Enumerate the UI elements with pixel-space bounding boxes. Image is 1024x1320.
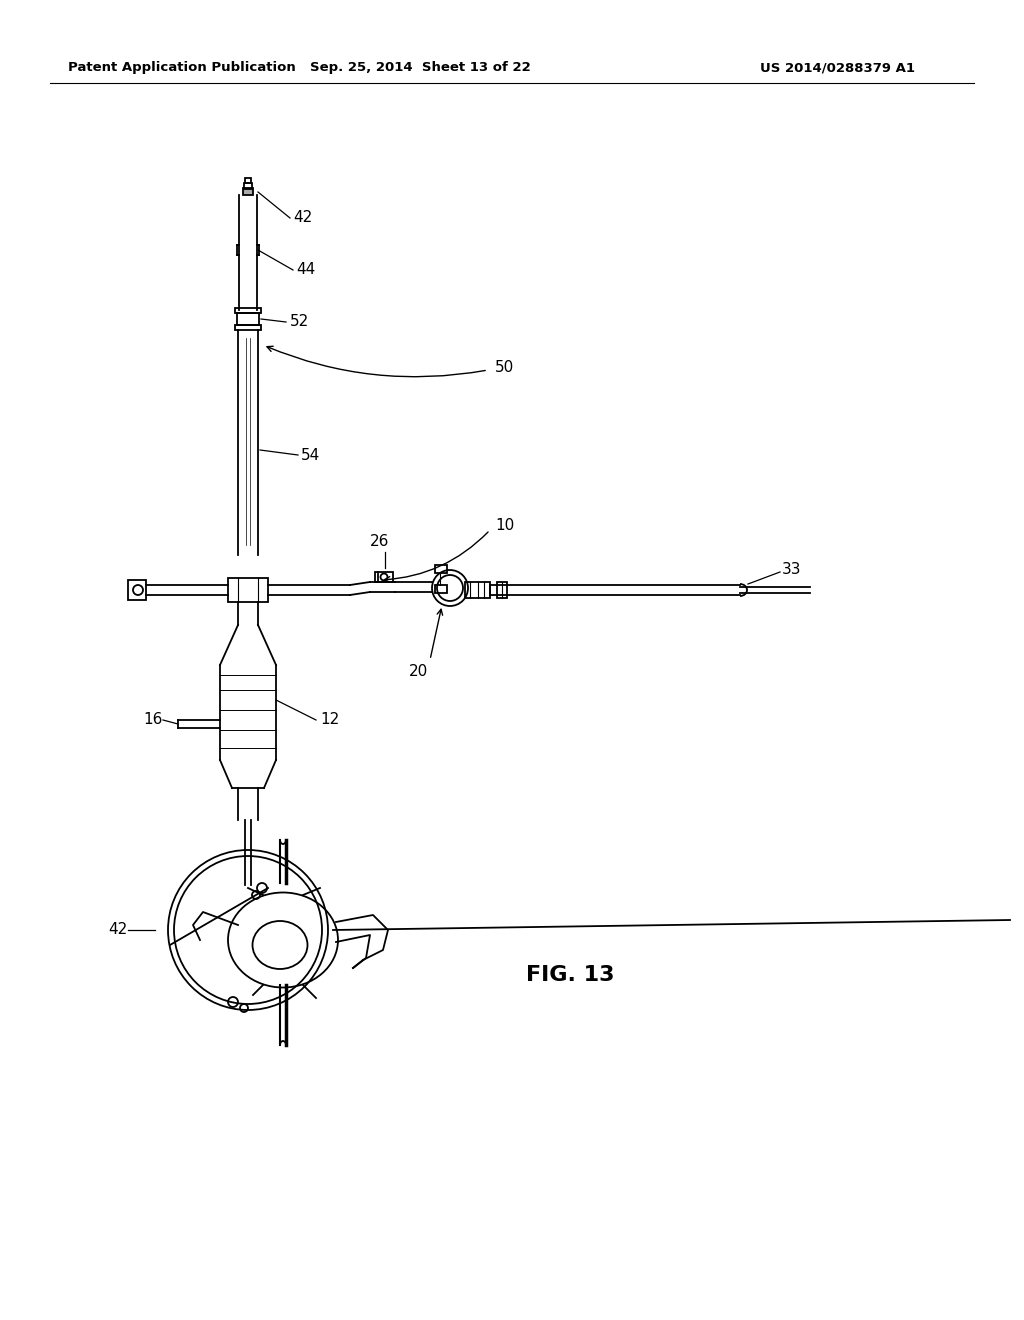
- Bar: [375, 572, 393, 582]
- Text: 54: 54: [301, 447, 321, 462]
- Text: 52: 52: [290, 314, 309, 330]
- Text: 42: 42: [108, 923, 127, 937]
- Bar: [228, 578, 268, 602]
- Text: 10: 10: [495, 519, 514, 533]
- Text: 50: 50: [495, 360, 514, 375]
- Text: 20: 20: [409, 664, 428, 680]
- Text: FIG. 13: FIG. 13: [525, 965, 614, 985]
- Bar: [244, 183, 252, 189]
- Bar: [234, 325, 261, 330]
- Bar: [465, 582, 490, 598]
- Text: 44: 44: [296, 263, 315, 277]
- Bar: [237, 313, 259, 325]
- Bar: [245, 178, 251, 183]
- Text: US 2014/0288379 A1: US 2014/0288379 A1: [760, 62, 915, 74]
- Bar: [234, 308, 261, 313]
- Text: 26: 26: [371, 535, 390, 549]
- Bar: [435, 585, 447, 593]
- Bar: [243, 187, 253, 195]
- Text: 33: 33: [782, 562, 802, 578]
- Text: Patent Application Publication: Patent Application Publication: [68, 62, 296, 74]
- Text: 42: 42: [293, 210, 312, 226]
- Bar: [497, 582, 507, 598]
- Bar: [128, 579, 146, 601]
- Text: 12: 12: [319, 713, 339, 727]
- Bar: [435, 565, 447, 573]
- Text: 16: 16: [143, 713, 163, 727]
- Text: Sep. 25, 2014  Sheet 13 of 22: Sep. 25, 2014 Sheet 13 of 22: [309, 62, 530, 74]
